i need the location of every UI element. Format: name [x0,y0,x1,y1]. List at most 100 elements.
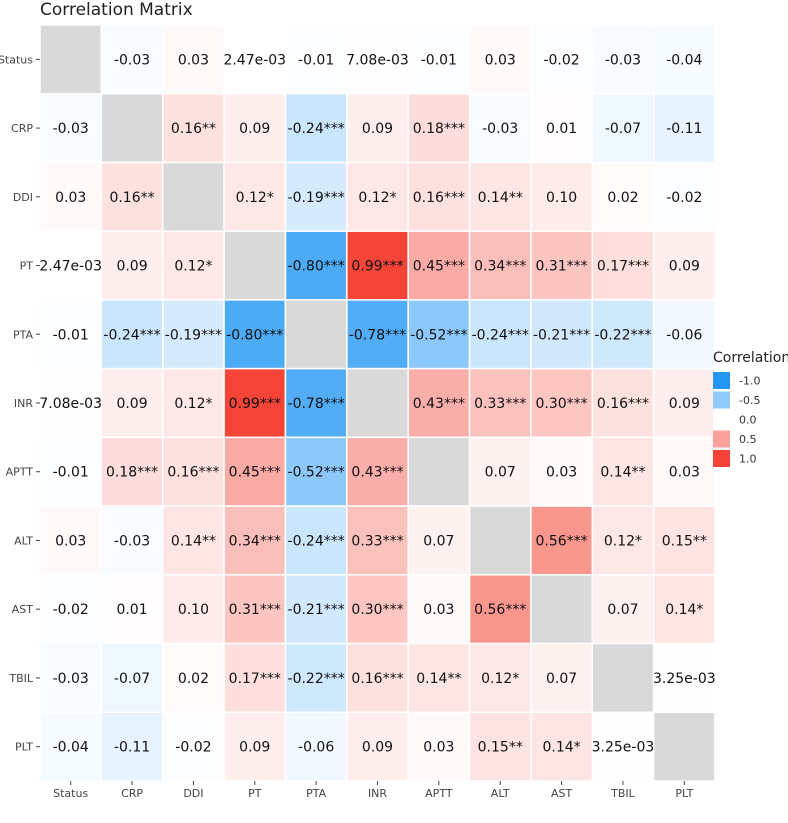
heatmap-cell-aptt-alt [468,436,532,507]
x-tick-label: ALT [491,787,510,800]
cell-value-label: 0.09 [669,259,700,275]
heatmap-cell-tbil-tbil [591,642,655,714]
legend-swatch [713,411,730,428]
heatmap-cell-ddi-pta [284,161,348,232]
cell-value-label: 0.03 [178,52,209,68]
x-tick-label: INR [368,787,387,800]
heatmap-cell-ddi-status [39,161,103,232]
heatmap-cell-ddi-inr [346,161,409,232]
heatmap-cell-pta-crp [100,299,164,370]
cell-value-label: -0.02 [543,52,579,68]
cell-value-label: 3.25e-03 [653,671,716,687]
x-tick-label: PTA [306,787,326,800]
cell-value-label: -0.19*** [165,327,222,343]
y-tick-label: APTT [6,466,34,479]
cell-value-label: 0.34*** [229,533,281,549]
cell-value-label: 0.30*** [536,396,588,412]
cell-value-label: -0.24*** [288,533,345,549]
heatmap-cell-aptt-inr [346,436,409,507]
cell-value-label: -0.52*** [410,327,467,343]
heatmap-cell-aptt-plt [652,436,716,507]
cell-value-label: -0.11 [114,740,150,756]
legend-label: -0.5 [739,394,760,407]
cell-value-label: -0.01 [53,465,89,481]
heatmap-cells [39,24,716,782]
cell-value-label: 0.17*** [229,671,281,687]
heatmap-cell-inr-ast [530,367,594,439]
cell-value-label: 0.12* [174,259,212,275]
heatmap-cell-pta-inr [346,299,409,370]
heatmap-cell-ast-alt [468,574,532,645]
y-tick-label: DDI [13,191,33,204]
heatmap-cell-pta-ddi [161,299,225,370]
cell-value-label: 0.09 [362,740,393,756]
x-tick-label: APTT [425,787,453,800]
cell-value-label: 0.99*** [229,396,281,412]
heatmap-cell-pta-status [39,299,103,370]
cell-value-label: 0.99*** [351,259,403,275]
heatmap-cell-ast-aptt [407,574,471,645]
cell-value-label: 0.02 [178,671,209,687]
heatmap-cell-pt-inr [346,230,409,301]
heatmap-cell-crp-inr [346,92,409,164]
cell-value-label: 0.16*** [413,190,465,206]
cell-value-label: -0.24*** [472,327,529,343]
cell-value-label: 0.56*** [536,533,588,549]
cell-value-label: 0.14* [543,740,581,756]
cell-value-label: 0.03 [55,190,86,206]
heatmap-cell-inr-status [39,367,103,439]
legend-swatch [713,450,730,467]
heatmap-cell-plt-inr [346,711,409,782]
cell-value-label: 0.14** [478,190,523,206]
cell-value-label: 0.17*** [597,259,649,275]
heatmap-cell-alt-crp [100,505,164,576]
cell-value-label: 0.33*** [351,533,403,549]
heatmap-cell-ddi-plt [652,161,716,232]
cell-value-label: 0.09 [362,121,393,137]
cell-value-label: 0.34*** [474,259,526,275]
cell-value-label: 2.47e-03 [223,52,286,68]
cell-value-label: 0.14** [416,671,461,687]
heatmap-cell-inr-inr [346,367,409,439]
cell-value-label: 0.03 [423,602,454,618]
cell-value-label: 0.10 [178,602,209,618]
cell-value-label: 0.45*** [229,465,281,481]
cell-value-label: -0.21*** [533,327,590,343]
cell-value-label: 0.14** [600,465,645,481]
y-tick-label: Status [0,53,33,66]
heatmap-cell-crp-aptt [407,92,471,164]
cell-value-label: 0.07 [546,671,577,687]
cell-value-label: -0.03 [114,52,150,68]
heatmap-cell-crp-status [39,92,103,164]
heatmap-cell-pta-aptt [407,299,471,370]
cell-value-label: -0.78*** [288,396,345,412]
heatmap-cell-crp-alt [468,92,532,164]
legend-title: Correlation [713,350,788,366]
cell-value-label: 7.08e-03 [346,52,409,68]
x-tick-label: CRP [121,787,143,800]
cell-value-label: 0.33*** [474,396,526,412]
cell-value-label: 0.07 [607,602,638,618]
heatmap-cell-status-inr [346,24,409,95]
cell-value-label: 2.47e-03 [39,259,102,275]
heatmap-cell-tbil-plt [652,642,716,714]
heatmap-cell-crp-pta [284,92,348,164]
heatmap-cell-pt-plt [652,230,716,301]
cell-value-label: -0.02 [666,190,702,206]
y-tick-label: PTA [13,328,33,341]
y-tick-label: AST [12,603,34,616]
cell-value-label: -0.24*** [288,121,345,137]
cell-value-label: 0.01 [116,602,147,618]
cell-value-label: 0.15** [662,533,707,549]
cell-value-label: -0.21*** [288,602,345,618]
heatmap-cell-pt-pt [223,230,287,301]
heatmap-cell-aptt-ddi [161,436,225,507]
heatmap-cell-labels: -0.03 0.03 2.47e-03 -0.01 7.08e-03 -0.01 0.03 -… [39,52,715,755]
heatmap-cell-alt-alt [468,505,532,576]
cell-value-label: 0.03 [55,533,86,549]
heatmap-cell-ddi-ddi [161,161,225,232]
cell-value-label: -0.04 [666,52,702,68]
cell-value-label: 0.12* [604,533,642,549]
heatmap-cell-plt-tbil [591,711,655,782]
cell-value-label: -0.03 [482,121,518,137]
